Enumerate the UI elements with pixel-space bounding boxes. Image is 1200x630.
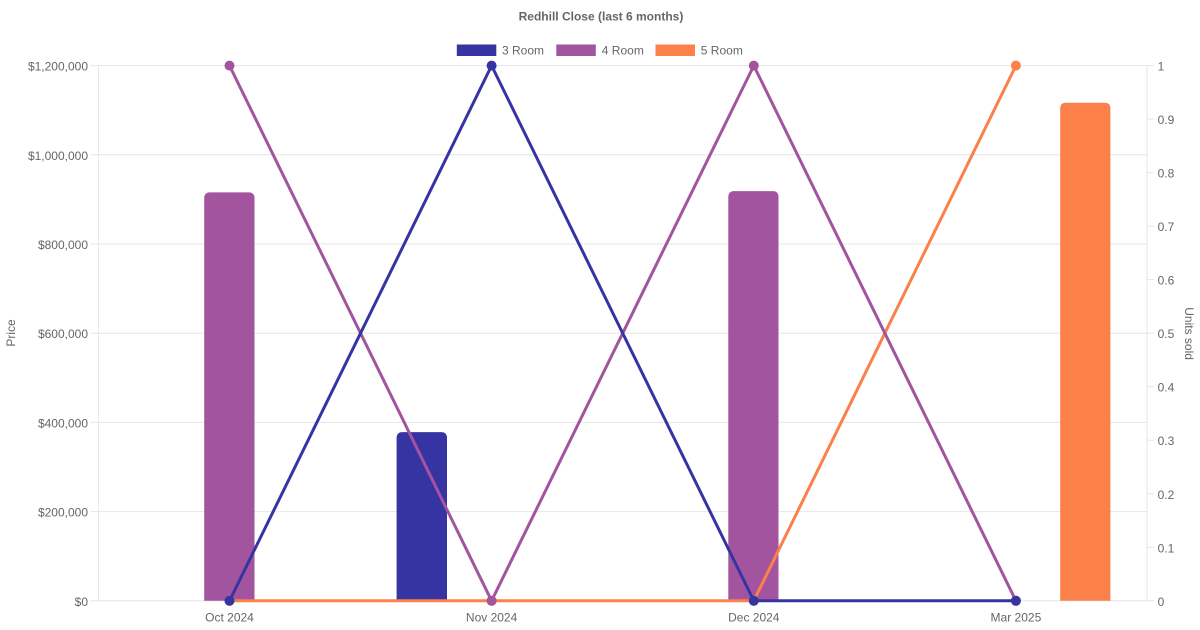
svg-text:$400,000: $400,000: [38, 416, 88, 430]
svg-text:$1,000,000: $1,000,000: [28, 149, 88, 163]
svg-text:0.7: 0.7: [1158, 220, 1175, 234]
svg-text:$1,200,000: $1,200,000: [28, 60, 88, 74]
svg-text:$600,000: $600,000: [38, 327, 88, 341]
svg-text:$0: $0: [75, 595, 89, 609]
svg-text:0.2: 0.2: [1158, 488, 1175, 502]
svg-text:4 Room: 4 Room: [602, 44, 644, 58]
svg-text:0.9: 0.9: [1158, 113, 1175, 127]
svg-text:0.1: 0.1: [1158, 541, 1175, 555]
svg-text:0.6: 0.6: [1158, 274, 1175, 288]
svg-text:0.3: 0.3: [1158, 434, 1175, 448]
svg-text:Redhill Close (last 6 months): Redhill Close (last 6 months): [519, 10, 684, 24]
svg-text:Nov 2024: Nov 2024: [466, 611, 518, 625]
svg-text:3 Room: 3 Room: [502, 44, 544, 58]
svg-text:Dec 2024: Dec 2024: [728, 611, 780, 625]
svg-text:Price: Price: [4, 319, 18, 347]
svg-text:Mar 2025: Mar 2025: [991, 611, 1042, 625]
svg-text:Oct 2024: Oct 2024: [205, 611, 254, 625]
svg-text:0.8: 0.8: [1158, 167, 1175, 181]
svg-text:0.5: 0.5: [1158, 327, 1175, 341]
svg-text:$800,000: $800,000: [38, 238, 88, 252]
svg-text:1: 1: [1158, 60, 1165, 74]
svg-text:Units sold: Units sold: [1182, 307, 1196, 360]
svg-text:5 Room: 5 Room: [701, 44, 743, 58]
svg-text:0.4: 0.4: [1158, 381, 1175, 395]
svg-text:$200,000: $200,000: [38, 506, 88, 520]
svg-text:0: 0: [1158, 595, 1165, 609]
